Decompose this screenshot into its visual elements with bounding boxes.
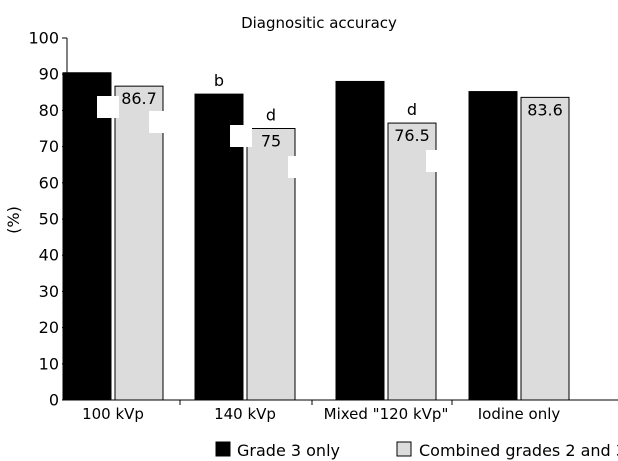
x-tick-label: Mixed "120 kVp" [324,405,449,423]
chart-title: Diagnositic accuracy [241,14,397,32]
y-tick-label: 40 [39,246,59,265]
y-tick-label: 100 [28,29,59,48]
y-tick-label: 50 [39,210,59,229]
significance-annotation: d [266,106,276,125]
data-label: 84.5 [201,97,237,116]
y-tick-label: 10 [39,354,59,373]
legend-swatch [215,441,231,457]
white-marker [288,156,310,178]
data-label: 90.4 [69,76,105,95]
white-marker [230,125,252,147]
white-marker [426,150,448,172]
data-label: 85.2 [475,95,511,114]
data-label: 76.5 [394,126,430,145]
y-axis-label: (%) [4,206,23,234]
y-tick-label: 30 [39,282,59,301]
bar [114,85,164,401]
bar [335,80,385,401]
white-marker [149,111,171,133]
bar [62,72,112,401]
y-tick-label: 20 [39,318,59,337]
bar [246,128,296,401]
bar [468,91,518,401]
significance-annotation: d [407,100,417,119]
data-label: 88 [350,84,370,103]
x-tick-label: 140 kVp [214,405,276,423]
white-marker [97,96,119,118]
plot-area: 0 10 20 30 40 50 60 70 80 90 100 100 kVp 140 kVp Mixe… [28,29,618,460]
y-tick-label: 80 [39,101,59,120]
data-label: 83.6 [527,100,563,119]
legend-swatch [396,441,412,457]
data-label: 75 [261,132,281,151]
y-tick-label: 0 [49,391,59,410]
x-tick-label: 100 kVp [82,405,144,423]
legend-label: Combined grades 2 and 3 [419,441,618,460]
significance-annotation: b [214,71,224,90]
bar [520,96,570,401]
legend-label: Grade 3 only [237,441,340,460]
x-tick-label: Iodine only [478,405,561,423]
y-tick-label: 60 [39,173,59,192]
y-tick-label: 90 [39,65,59,84]
data-label: 86.7 [121,89,157,108]
y-tick-label: 70 [39,137,59,156]
